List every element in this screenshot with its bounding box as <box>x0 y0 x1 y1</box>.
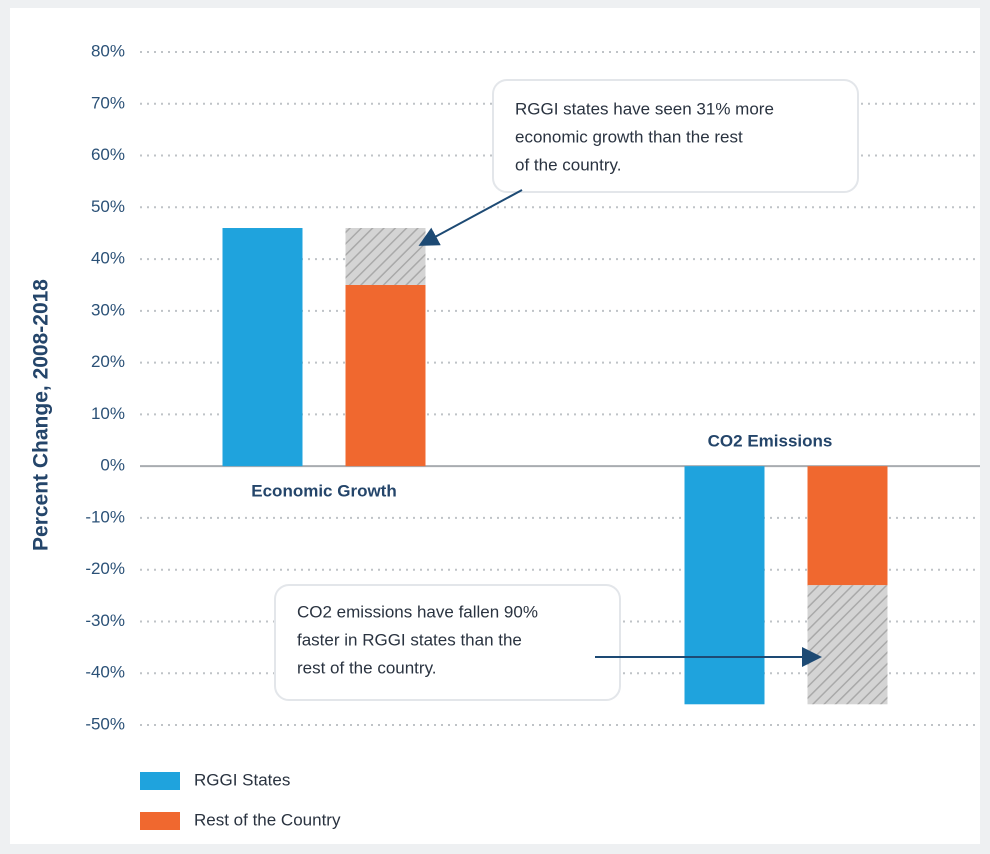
annotation-text: RGGI states have seen 31% more <box>515 99 774 118</box>
legend-swatch <box>140 772 180 790</box>
callout-box <box>492 79 859 193</box>
y-axis-label: Percent Change, 2008-2018 <box>30 279 53 551</box>
y-tick-label: 0% <box>100 456 125 475</box>
bar <box>345 284 426 467</box>
y-tick-label: 20% <box>91 352 125 371</box>
bar <box>684 466 765 705</box>
y-tick-label: -40% <box>85 663 125 682</box>
bar <box>222 228 303 467</box>
difference-hatch <box>345 228 426 285</box>
difference-hatch <box>807 585 888 705</box>
annotation-text: faster in RGGI states than the <box>297 630 522 649</box>
y-tick-label: 80% <box>91 41 125 60</box>
annotation-text: CO2 emissions have fallen 90% <box>297 602 538 621</box>
y-tick-label: -50% <box>85 714 125 733</box>
annotation-text: rest of the country. <box>297 658 437 677</box>
y-tick-label: 50% <box>91 197 125 216</box>
annotation-text: of the country. <box>515 155 621 174</box>
y-tick-label: 40% <box>91 249 125 268</box>
y-tick-label: -30% <box>85 611 125 630</box>
callout-arrow <box>418 189 523 246</box>
category-label: Economic Growth <box>251 482 396 501</box>
y-tick-label: 10% <box>91 404 125 423</box>
legend-swatch <box>140 812 180 830</box>
bar <box>807 466 888 586</box>
legend-label: Rest of the Country <box>194 810 341 829</box>
legend-label: RGGI States <box>194 770 290 789</box>
annotations: RGGI states have seen 31% more economic g… <box>140 79 859 830</box>
plot: -50% -40% -30% -20% -10% 0% 10% 20% 30% 40% 50% 60%… <box>85 41 980 733</box>
annotation-text: economic growth than the rest <box>515 127 743 146</box>
y-tick-label: 30% <box>91 300 125 319</box>
y-tick-label: 60% <box>91 145 125 164</box>
category-label: CO2 Emissions <box>708 432 833 451</box>
callout-box <box>274 584 621 701</box>
y-tick-label: 70% <box>91 93 125 112</box>
y-tick-label: -20% <box>85 559 125 578</box>
y-tick-label: -10% <box>85 507 125 526</box>
